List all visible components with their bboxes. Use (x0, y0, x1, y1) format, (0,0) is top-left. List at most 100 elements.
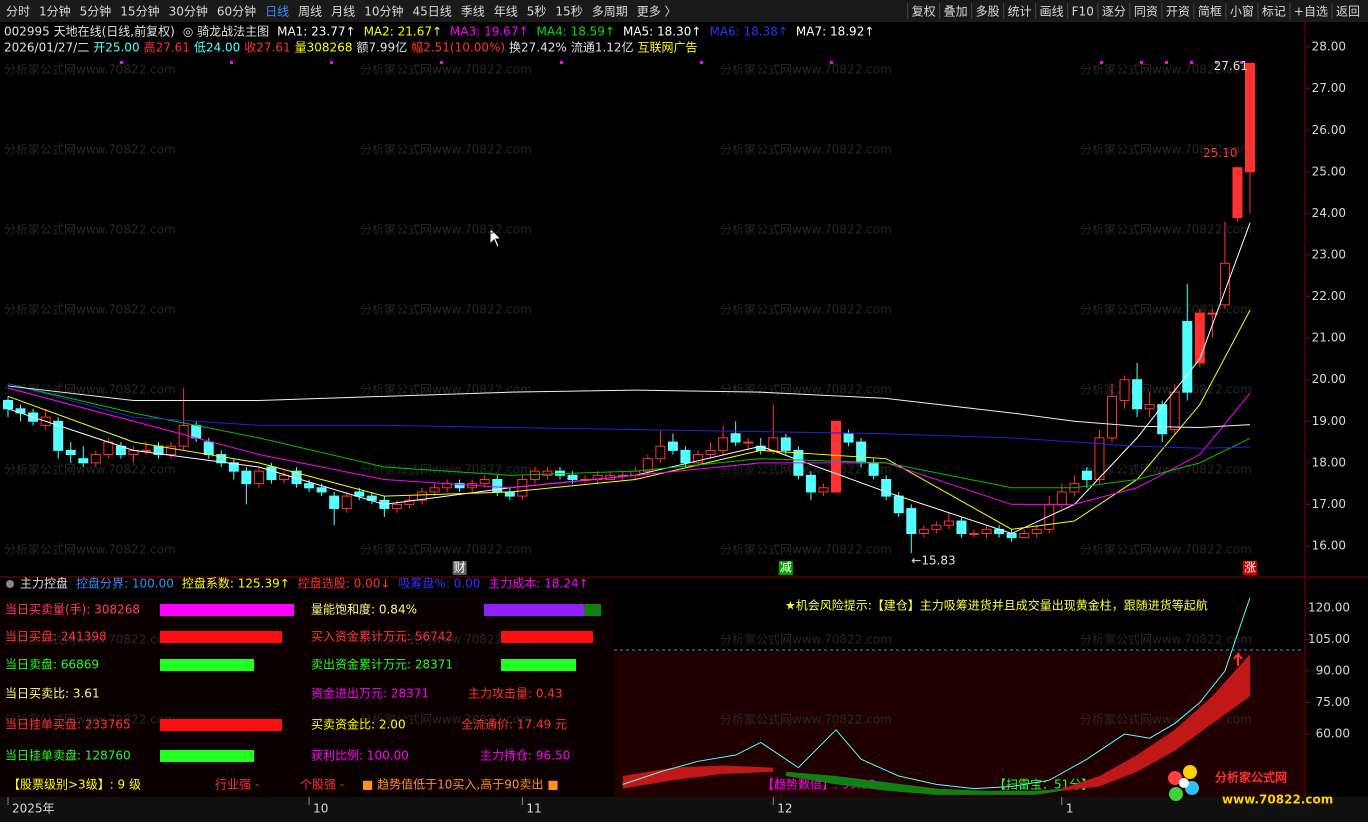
info-text: 高27.61 (144, 40, 190, 55)
table-bar (484, 604, 584, 616)
candle-body (141, 449, 151, 452)
candle-body (329, 495, 340, 510)
toolbar-button[interactable]: 60分钟 (217, 4, 256, 19)
toolbar-button[interactable]: 返回 (1336, 5, 1360, 19)
toolbar-button[interactable]: +自选 (1294, 5, 1328, 19)
candle-body (479, 478, 490, 485)
table-text: 卖出资金累计万元: 28371 (311, 657, 453, 672)
watermark: 分析家公式网www.70822.com (360, 142, 532, 157)
toolbar-button[interactable]: 45日线 (412, 5, 451, 19)
indicator-header: 控盘选股: 0.00↓ (298, 576, 391, 591)
toolbar-button[interactable]: 分时 (6, 5, 30, 19)
toolbar-button[interactable]: 1分钟 (39, 4, 71, 19)
toolbar-button[interactable]: 年线 (494, 5, 518, 19)
price-annotation: 27.61 (1214, 59, 1248, 73)
info-text: 互联网广告 (638, 41, 698, 55)
candle-body (191, 424, 202, 439)
toolbar-button[interactable]: 多周期 (592, 5, 628, 19)
info-text: MA6: 18.38↑ (709, 25, 787, 39)
candle-body (454, 483, 465, 489)
watermark: 分析家公式网www.70822.com (720, 302, 892, 317)
table-text: 当日买卖比: 3.61 (5, 687, 100, 701)
toolbar-button[interactable]: 日线 (265, 5, 289, 19)
candle-body (216, 454, 227, 464)
watermark: 分析家公式网www.70822.com (1080, 62, 1252, 77)
candle-body (1119, 379, 1130, 401)
toolbar-button[interactable]: 15秒 (555, 5, 582, 19)
candle-body (1094, 437, 1105, 480)
candle-body (1044, 503, 1055, 530)
ma-line (7, 385, 1251, 429)
toolbar-button[interactable]: 复权 (912, 5, 936, 19)
candle-body (743, 441, 754, 444)
candle-body (1182, 320, 1193, 393)
candle-body (391, 503, 402, 510)
marker-dot (830, 61, 833, 64)
toolbar-button[interactable]: 月线 (331, 5, 355, 19)
candle-body (1219, 262, 1230, 306)
candle-body (241, 470, 252, 485)
table-text: 全流通价: 17.49 元 (461, 717, 567, 732)
toolbar-button[interactable]: 开资 (1166, 5, 1190, 19)
toolbar-button[interactable]: 叠加 (944, 5, 968, 19)
marker-dot (1165, 61, 1168, 64)
candle-body (253, 470, 264, 485)
event-tag-bg (778, 561, 793, 575)
indicator-header: 吸筹盘%: 0.00 (398, 576, 480, 591)
candle-body (78, 458, 89, 464)
toolbar-button[interactable]: 多股 (976, 5, 1000, 19)
toolbar-button[interactable]: 统计 (1008, 5, 1032, 19)
toolbar-button[interactable]: 15分钟 (120, 4, 159, 19)
watermark: 分析家公式网www.70822.com (1080, 712, 1252, 727)
event-tag: 涨 (1244, 560, 1256, 575)
table-text: 当日挂单卖盘: 128760 (5, 748, 131, 763)
candle-body (881, 478, 892, 497)
toolbar-button[interactable]: 同资 (1134, 5, 1158, 19)
y-tick-label: 27.00 (1312, 81, 1346, 95)
toolbar-button[interactable]: 周线 (298, 5, 322, 19)
logo-icon (1168, 765, 1199, 801)
toolbar-button[interactable]: 季线 (461, 5, 485, 19)
event-tag: 减 (780, 561, 792, 575)
toolbar-button[interactable]: 画线 (1040, 5, 1064, 19)
toolbar-button[interactable]: F10 (1072, 5, 1094, 19)
toolbar-button[interactable]: 逐分 (1102, 5, 1126, 19)
y-tick-label: 105.00 (1308, 632, 1350, 646)
table-text: 主力攻击量: 0.43 (468, 687, 563, 701)
candle-body (667, 441, 678, 451)
table-bar (584, 604, 601, 616)
toolbar-button[interactable]: 30分钟 (169, 4, 208, 19)
price-annotation: 25.10 (1203, 146, 1237, 160)
toolbar-button[interactable]: 5秒 (527, 5, 547, 19)
toolbar-button[interactable]: 更多 〉 (637, 5, 677, 19)
candle-body (1031, 528, 1042, 535)
toolbar-button[interactable]: 简框 (1198, 5, 1222, 19)
watermark: 分析家公式网www.70822.com (4, 632, 176, 647)
toolbar-button[interactable]: 标记 (1262, 5, 1286, 19)
marker-dot (1215, 61, 1218, 64)
x-tick-label: 2025年 (12, 802, 55, 816)
table-text: 量能饱和度: 0.84% (311, 602, 417, 617)
y-tick-label: 23.00 (1312, 247, 1346, 261)
watermark: 分析家公式网www.70822.com (1080, 632, 1252, 647)
x-tick-label: 1 (1066, 802, 1074, 816)
candle-body (642, 458, 653, 472)
candle-body (831, 420, 841, 493)
y-tick-label: 18.00 (1312, 455, 1346, 469)
y-tick-label: 25.00 (1312, 164, 1346, 178)
candle-body (730, 433, 741, 443)
candle-body (1144, 404, 1155, 410)
price-annotation: ←15.83 (911, 554, 955, 568)
toolbar-button[interactable]: 小窗 (1230, 5, 1254, 19)
candle-body (843, 433, 854, 443)
ma-line (7, 383, 1251, 489)
candle-body (429, 487, 440, 493)
info-text: MA1: 23.77↑ (277, 25, 355, 39)
table-text: 买入资金累计万元: 56742 (311, 629, 453, 644)
toolbar-button[interactable]: 10分钟 (364, 4, 403, 19)
toolbar-button[interactable]: 5分钟 (80, 4, 112, 19)
candle-body (768, 437, 779, 451)
marker-dot (560, 61, 563, 64)
info-text: 低24.00 (194, 41, 240, 55)
